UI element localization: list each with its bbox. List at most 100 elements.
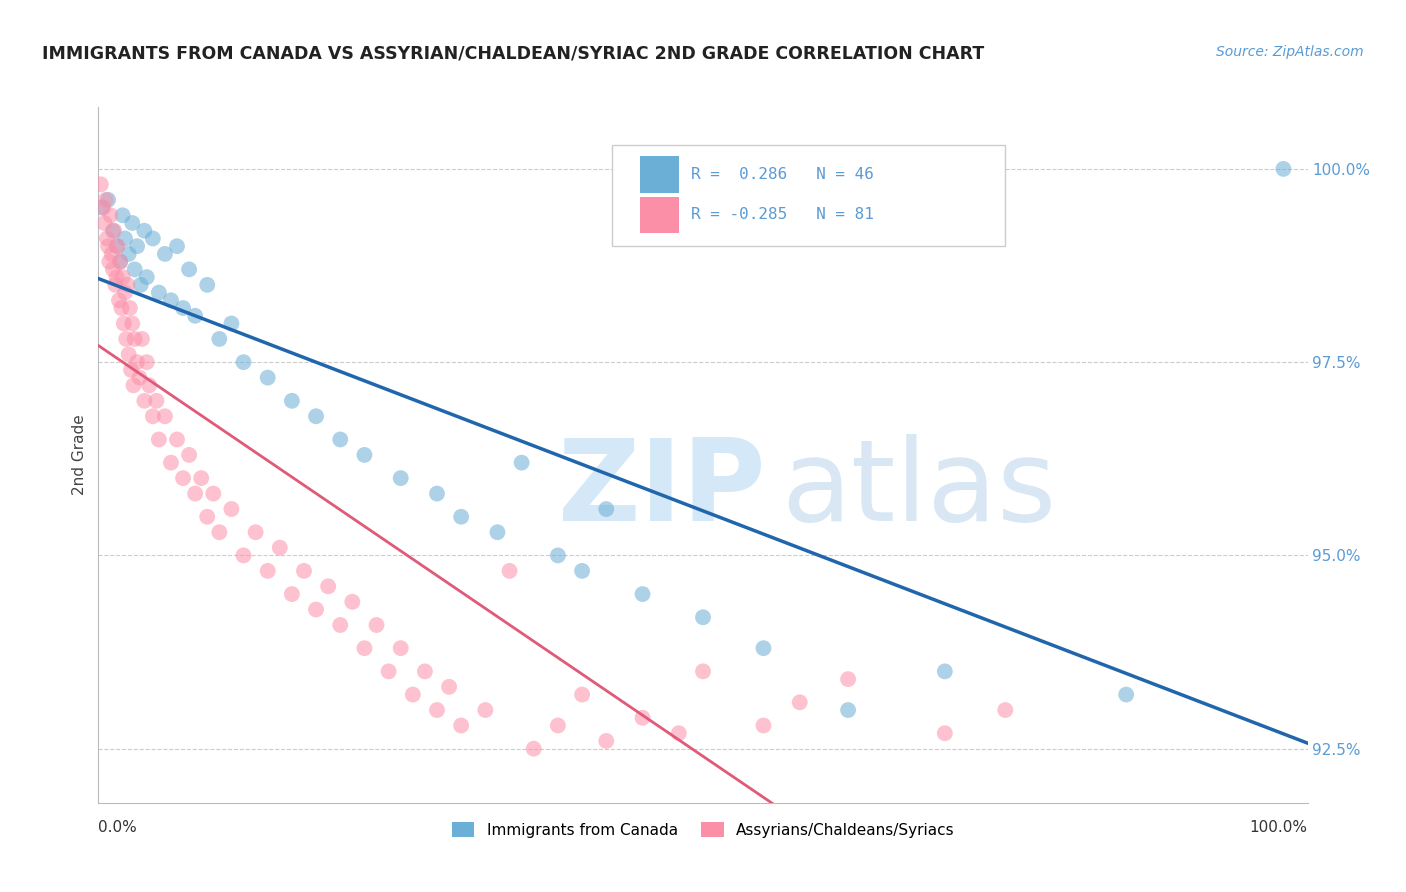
- Point: [426, 703, 449, 717]
- Point: [111, 208, 134, 222]
- Point: [450, 718, 472, 732]
- Point: [128, 370, 150, 384]
- Point: [789, 695, 811, 709]
- FancyBboxPatch shape: [640, 156, 679, 193]
- Point: [108, 254, 131, 268]
- Point: [118, 301, 141, 315]
- Point: [305, 602, 328, 616]
- Point: [281, 393, 304, 408]
- Point: [692, 610, 714, 624]
- Point: [208, 525, 231, 540]
- Point: [97, 193, 120, 207]
- Point: [122, 378, 145, 392]
- Point: [389, 641, 412, 656]
- Point: [190, 471, 212, 485]
- Point: [426, 486, 449, 500]
- Point: [184, 486, 207, 500]
- Point: [118, 347, 141, 361]
- Point: [547, 549, 569, 563]
- Point: [97, 239, 120, 253]
- Point: [269, 541, 291, 555]
- Point: [120, 363, 142, 377]
- Point: [498, 564, 520, 578]
- Point: [103, 224, 125, 238]
- FancyBboxPatch shape: [640, 197, 679, 233]
- FancyBboxPatch shape: [613, 145, 1005, 246]
- Point: [486, 525, 509, 540]
- Point: [135, 355, 157, 369]
- Text: 100.0%: 100.0%: [1250, 821, 1308, 835]
- Point: [631, 587, 654, 601]
- Point: [142, 231, 165, 245]
- Point: [160, 293, 183, 308]
- Text: IMMIGRANTS FROM CANADA VS ASSYRIAN/CHALDEAN/SYRIAC 2ND GRADE CORRELATION CHART: IMMIGRANTS FROM CANADA VS ASSYRIAN/CHALD…: [42, 45, 984, 62]
- Point: [172, 471, 194, 485]
- Point: [571, 564, 593, 578]
- Point: [121, 216, 143, 230]
- Point: [105, 239, 128, 253]
- Point: [402, 688, 425, 702]
- Point: [127, 239, 149, 253]
- Point: [108, 293, 131, 308]
- Point: [129, 277, 152, 292]
- Point: [101, 262, 124, 277]
- Point: [94, 193, 117, 207]
- Point: [366, 618, 388, 632]
- Point: [221, 317, 243, 331]
- Point: [127, 355, 149, 369]
- Point: [135, 270, 157, 285]
- Text: R = -0.285   N = 81: R = -0.285 N = 81: [690, 207, 873, 222]
- Point: [91, 201, 114, 215]
- Point: [184, 309, 207, 323]
- Point: [292, 564, 315, 578]
- Point: [256, 370, 278, 384]
- Point: [166, 433, 188, 447]
- Point: [101, 224, 124, 238]
- Point: [934, 726, 956, 740]
- Text: 0.0%: 0.0%: [98, 821, 138, 835]
- Point: [595, 734, 617, 748]
- Legend: Immigrants from Canada, Assyrians/Chaldeans/Syriacs: Immigrants from Canada, Assyrians/Chalde…: [446, 815, 960, 844]
- Point: [93, 216, 115, 230]
- Point: [631, 711, 654, 725]
- Point: [377, 665, 399, 679]
- Point: [98, 254, 121, 268]
- Text: atlas: atlas: [782, 434, 1057, 545]
- Point: [837, 703, 859, 717]
- Text: ZIP: ZIP: [558, 434, 766, 545]
- Point: [934, 665, 956, 679]
- Point: [208, 332, 231, 346]
- Point: [450, 509, 472, 524]
- Point: [342, 595, 364, 609]
- Point: [752, 718, 775, 732]
- Point: [100, 208, 122, 222]
- Point: [100, 247, 122, 261]
- Point: [413, 665, 436, 679]
- Point: [104, 277, 127, 292]
- Point: [114, 285, 136, 300]
- Text: R =  0.286   N = 46: R = 0.286 N = 46: [690, 167, 873, 182]
- Point: [148, 285, 170, 300]
- Point: [523, 741, 546, 756]
- Point: [179, 262, 201, 277]
- Point: [111, 270, 134, 285]
- Point: [91, 201, 114, 215]
- Point: [134, 393, 156, 408]
- Point: [172, 301, 194, 315]
- Point: [437, 680, 460, 694]
- Point: [142, 409, 165, 424]
- Point: [153, 409, 176, 424]
- Point: [145, 393, 167, 408]
- Point: [837, 672, 859, 686]
- Point: [114, 231, 136, 245]
- Point: [117, 277, 139, 292]
- Point: [108, 254, 131, 268]
- Point: [595, 502, 617, 516]
- Point: [256, 564, 278, 578]
- Point: [245, 525, 267, 540]
- Point: [166, 239, 188, 253]
- Point: [329, 433, 352, 447]
- Point: [107, 239, 129, 253]
- Point: [547, 718, 569, 732]
- Text: Source: ZipAtlas.com: Source: ZipAtlas.com: [1216, 45, 1364, 59]
